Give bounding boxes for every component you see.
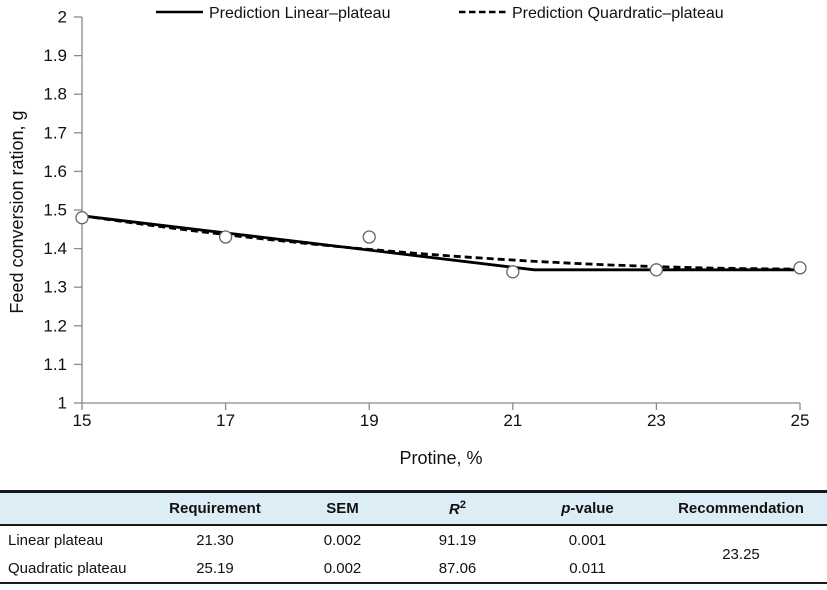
series-quadratic-plateau — [81, 214, 800, 271]
header-recommendation: Recommendation — [655, 491, 827, 526]
y-tick-label: 2 — [58, 8, 67, 27]
table-header-row: Requirement SEM R2 p-value Recommendatio… — [0, 491, 827, 526]
x-tick-label: 25 — [791, 411, 810, 430]
header-p-value: p-value — [520, 491, 655, 526]
y-axis-label: Feed conversion ration, g — [7, 110, 27, 313]
requirement-value: 25.19 — [196, 559, 234, 577]
y-tick-label: 1.7 — [43, 123, 67, 142]
row-label: Quadratic plateau — [8, 559, 127, 577]
y-tick-label: 1.5 — [43, 201, 67, 220]
y-tick-label: 1 — [58, 394, 67, 413]
x-axis-label: Protine, % — [399, 448, 482, 468]
observed-point — [506, 265, 520, 279]
p-value-rest: -value — [570, 500, 614, 517]
observed-point — [218, 230, 233, 244]
series-linear-plateau — [81, 214, 800, 272]
header-blank — [0, 491, 140, 526]
sem-value: 0.002 — [323, 559, 362, 577]
y-tick-label: 1.2 — [43, 316, 67, 335]
row-label: Linear plateau — [8, 531, 104, 549]
recommendation-value: 23.25 — [722, 545, 760, 563]
x-tick-label: 15 — [73, 411, 92, 430]
requirement-value: 21.30 — [196, 531, 234, 549]
header-r-squared: R2 — [395, 491, 520, 526]
table-row-quadratic-plateau: Quadratic plateau 25.19 0.002 87.06 0.01… — [0, 554, 827, 583]
observed-point — [793, 261, 807, 275]
x-tick-label: 17 — [216, 411, 235, 430]
r-squared-exponent: 2 — [459, 499, 466, 511]
observed-point — [362, 230, 376, 244]
legend-label: Prediction Linear–plateau — [209, 5, 390, 22]
y-tick-label: 1.6 — [43, 162, 67, 181]
p-value-value: 0.011 — [569, 559, 606, 577]
r-squared-base: R — [449, 501, 460, 518]
y-tick-label: 1.8 — [43, 85, 67, 104]
legend-label: Prediction Quardratic–plateau — [512, 5, 724, 22]
p-value-italic: p — [561, 500, 571, 517]
y-tick-label: 1.9 — [43, 46, 67, 65]
header-requirement: Requirement — [140, 491, 290, 526]
stats-table: Requirement SEM R2 p-value Recommendatio… — [0, 490, 827, 584]
sem-value: 0.002 — [323, 531, 362, 549]
y-tick-label: 1.4 — [43, 239, 67, 258]
r-squared-value: 91.19 — [438, 531, 477, 549]
x-tick-label: 19 — [360, 411, 379, 430]
x-tick-label: 21 — [503, 411, 522, 430]
observed-point — [75, 211, 89, 225]
header-sem: SEM — [290, 491, 395, 526]
observed-point — [649, 263, 664, 277]
table-row-linear-plateau: Linear plateau 21.30 0.002 91.19 0.001 2… — [0, 525, 827, 563]
r-squared-value: 87.06 — [438, 559, 477, 577]
y-tick-label: 1.1 — [43, 355, 67, 374]
y-tick-label: 1.3 — [43, 278, 67, 297]
p-value-value: 0.001 — [568, 531, 607, 549]
x-tick-label: 23 — [647, 411, 666, 430]
fcr-chart: 1 1.1 1.2 1.3 1.4 1.5 1.6 1.7 1.8 1.9 2 15 17 19 21 23 2… — [7, 5, 810, 468]
chart-area: 1 1.1 1.2 1.3 1.4 1.5 1.6 1.7 1.8 1.9 2 15 17 19 21 23 2… — [7, 5, 810, 468]
